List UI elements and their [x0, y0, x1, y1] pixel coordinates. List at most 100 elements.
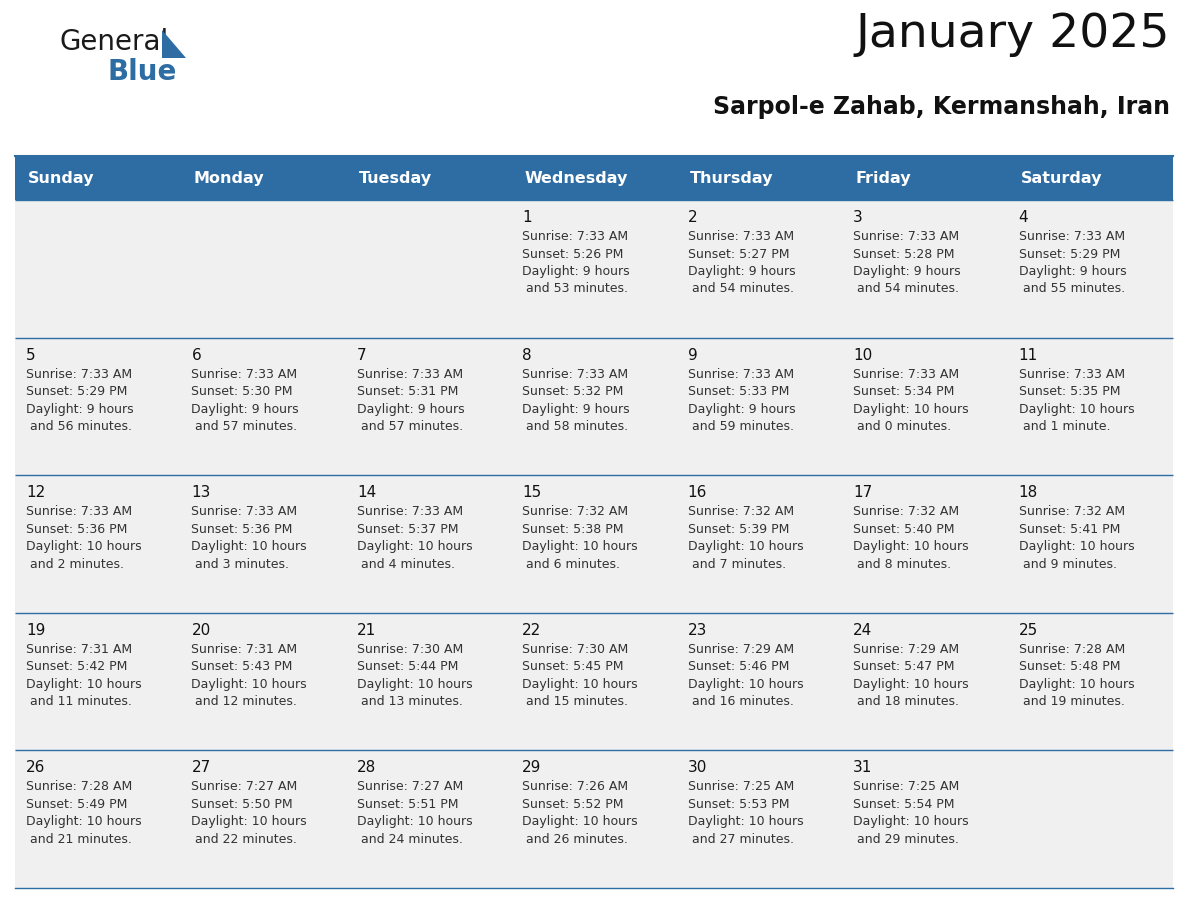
Text: 30: 30 — [688, 760, 707, 776]
Text: Daylight: 10 hours: Daylight: 10 hours — [26, 815, 141, 828]
Text: Sunrise: 7:33 AM: Sunrise: 7:33 AM — [191, 505, 297, 518]
Text: Daylight: 10 hours: Daylight: 10 hours — [523, 815, 638, 828]
Text: Sunday: Sunday — [29, 171, 95, 185]
Text: Sarpol-e Zahab, Kermanshah, Iran: Sarpol-e Zahab, Kermanshah, Iran — [713, 95, 1170, 119]
Text: 13: 13 — [191, 486, 210, 500]
Text: Sunrise: 7:33 AM: Sunrise: 7:33 AM — [191, 367, 297, 381]
Text: 28: 28 — [356, 760, 377, 776]
Text: Sunset: 5:33 PM: Sunset: 5:33 PM — [688, 385, 789, 398]
Text: Daylight: 9 hours: Daylight: 9 hours — [523, 403, 630, 416]
Text: Sunset: 5:31 PM: Sunset: 5:31 PM — [356, 385, 459, 398]
Text: Friday: Friday — [855, 171, 911, 185]
Text: and 8 minutes.: and 8 minutes. — [853, 558, 952, 571]
Text: 19: 19 — [26, 622, 45, 638]
Text: and 59 minutes.: and 59 minutes. — [688, 420, 794, 433]
Text: and 57 minutes.: and 57 minutes. — [191, 420, 297, 433]
Text: 16: 16 — [688, 486, 707, 500]
Text: Sunset: 5:29 PM: Sunset: 5:29 PM — [1018, 248, 1120, 261]
Text: and 9 minutes.: and 9 minutes. — [1018, 558, 1117, 571]
Text: Sunset: 5:30 PM: Sunset: 5:30 PM — [191, 385, 293, 398]
Text: Sunrise: 7:33 AM: Sunrise: 7:33 AM — [853, 367, 959, 381]
Text: 3: 3 — [853, 210, 862, 225]
Text: and 26 minutes.: and 26 minutes. — [523, 833, 628, 845]
Text: Sunset: 5:46 PM: Sunset: 5:46 PM — [688, 660, 789, 673]
Text: Sunrise: 7:33 AM: Sunrise: 7:33 AM — [356, 367, 463, 381]
Bar — [346, 750, 511, 888]
Text: and 27 minutes.: and 27 minutes. — [688, 833, 794, 845]
Text: Tuesday: Tuesday — [359, 171, 432, 185]
Text: 1: 1 — [523, 210, 532, 225]
Text: Daylight: 10 hours: Daylight: 10 hours — [1018, 540, 1135, 554]
Text: and 18 minutes.: and 18 minutes. — [853, 695, 959, 709]
Text: Sunset: 5:53 PM: Sunset: 5:53 PM — [688, 798, 789, 811]
Text: and 54 minutes.: and 54 minutes. — [688, 283, 794, 296]
Text: Sunset: 5:45 PM: Sunset: 5:45 PM — [523, 660, 624, 673]
Text: Sunset: 5:36 PM: Sunset: 5:36 PM — [26, 522, 127, 536]
Text: Sunrise: 7:31 AM: Sunrise: 7:31 AM — [191, 643, 297, 655]
Text: 12: 12 — [26, 486, 45, 500]
Text: 7: 7 — [356, 348, 366, 363]
Text: and 12 minutes.: and 12 minutes. — [191, 695, 297, 709]
Text: and 58 minutes.: and 58 minutes. — [523, 420, 628, 433]
Text: and 57 minutes.: and 57 minutes. — [356, 420, 463, 433]
Bar — [1007, 338, 1173, 476]
Text: Daylight: 10 hours: Daylight: 10 hours — [853, 540, 968, 554]
Bar — [15, 613, 181, 750]
Text: 14: 14 — [356, 486, 377, 500]
Text: Daylight: 9 hours: Daylight: 9 hours — [523, 265, 630, 278]
Text: Sunrise: 7:32 AM: Sunrise: 7:32 AM — [853, 505, 959, 518]
Text: 6: 6 — [191, 348, 201, 363]
Text: Sunrise: 7:28 AM: Sunrise: 7:28 AM — [26, 780, 132, 793]
Bar — [842, 750, 1007, 888]
Text: Sunrise: 7:32 AM: Sunrise: 7:32 AM — [1018, 505, 1125, 518]
Text: Sunset: 5:32 PM: Sunset: 5:32 PM — [523, 385, 624, 398]
Text: and 29 minutes.: and 29 minutes. — [853, 833, 959, 845]
Text: and 2 minutes.: and 2 minutes. — [26, 558, 124, 571]
Text: Sunrise: 7:25 AM: Sunrise: 7:25 AM — [853, 780, 960, 793]
Text: Sunset: 5:49 PM: Sunset: 5:49 PM — [26, 798, 127, 811]
Text: 25: 25 — [1018, 622, 1038, 638]
Text: Sunrise: 7:28 AM: Sunrise: 7:28 AM — [1018, 643, 1125, 655]
Text: and 3 minutes.: and 3 minutes. — [191, 558, 290, 571]
Text: Sunset: 5:54 PM: Sunset: 5:54 PM — [853, 798, 955, 811]
Text: Sunset: 5:48 PM: Sunset: 5:48 PM — [1018, 660, 1120, 673]
Text: 21: 21 — [356, 622, 377, 638]
Text: Sunrise: 7:33 AM: Sunrise: 7:33 AM — [1018, 367, 1125, 381]
Text: and 6 minutes.: and 6 minutes. — [523, 558, 620, 571]
Text: Blue: Blue — [108, 58, 177, 86]
Bar — [181, 613, 346, 750]
Text: Sunrise: 7:29 AM: Sunrise: 7:29 AM — [688, 643, 794, 655]
Text: Sunrise: 7:33 AM: Sunrise: 7:33 AM — [26, 505, 132, 518]
Text: Sunset: 5:37 PM: Sunset: 5:37 PM — [356, 522, 459, 536]
Text: January 2025: January 2025 — [855, 12, 1170, 57]
Text: Daylight: 10 hours: Daylight: 10 hours — [191, 815, 307, 828]
Text: 17: 17 — [853, 486, 872, 500]
Text: 23: 23 — [688, 622, 707, 638]
Text: Sunset: 5:50 PM: Sunset: 5:50 PM — [191, 798, 293, 811]
Text: Daylight: 9 hours: Daylight: 9 hours — [26, 403, 133, 416]
Text: Sunrise: 7:33 AM: Sunrise: 7:33 AM — [688, 230, 794, 243]
Text: Sunrise: 7:33 AM: Sunrise: 7:33 AM — [1018, 230, 1125, 243]
Text: Daylight: 10 hours: Daylight: 10 hours — [853, 403, 968, 416]
Text: Daylight: 10 hours: Daylight: 10 hours — [1018, 403, 1135, 416]
Text: Daylight: 10 hours: Daylight: 10 hours — [523, 540, 638, 554]
Text: and 15 minutes.: and 15 minutes. — [523, 695, 628, 709]
Text: Sunset: 5:35 PM: Sunset: 5:35 PM — [1018, 385, 1120, 398]
Bar — [511, 200, 677, 338]
Bar — [842, 613, 1007, 750]
Text: 15: 15 — [523, 486, 542, 500]
Text: and 21 minutes.: and 21 minutes. — [26, 833, 132, 845]
Text: 27: 27 — [191, 760, 210, 776]
Text: Daylight: 10 hours: Daylight: 10 hours — [853, 815, 968, 828]
Text: and 1 minute.: and 1 minute. — [1018, 420, 1110, 433]
Text: 24: 24 — [853, 622, 872, 638]
Text: Sunrise: 7:27 AM: Sunrise: 7:27 AM — [356, 780, 463, 793]
Text: and 55 minutes.: and 55 minutes. — [1018, 283, 1125, 296]
Text: Daylight: 9 hours: Daylight: 9 hours — [688, 403, 795, 416]
Bar — [181, 338, 346, 476]
Text: 31: 31 — [853, 760, 872, 776]
Text: Daylight: 10 hours: Daylight: 10 hours — [191, 540, 307, 554]
Text: Sunset: 5:43 PM: Sunset: 5:43 PM — [191, 660, 292, 673]
Text: Sunrise: 7:30 AM: Sunrise: 7:30 AM — [523, 643, 628, 655]
Bar — [346, 613, 511, 750]
